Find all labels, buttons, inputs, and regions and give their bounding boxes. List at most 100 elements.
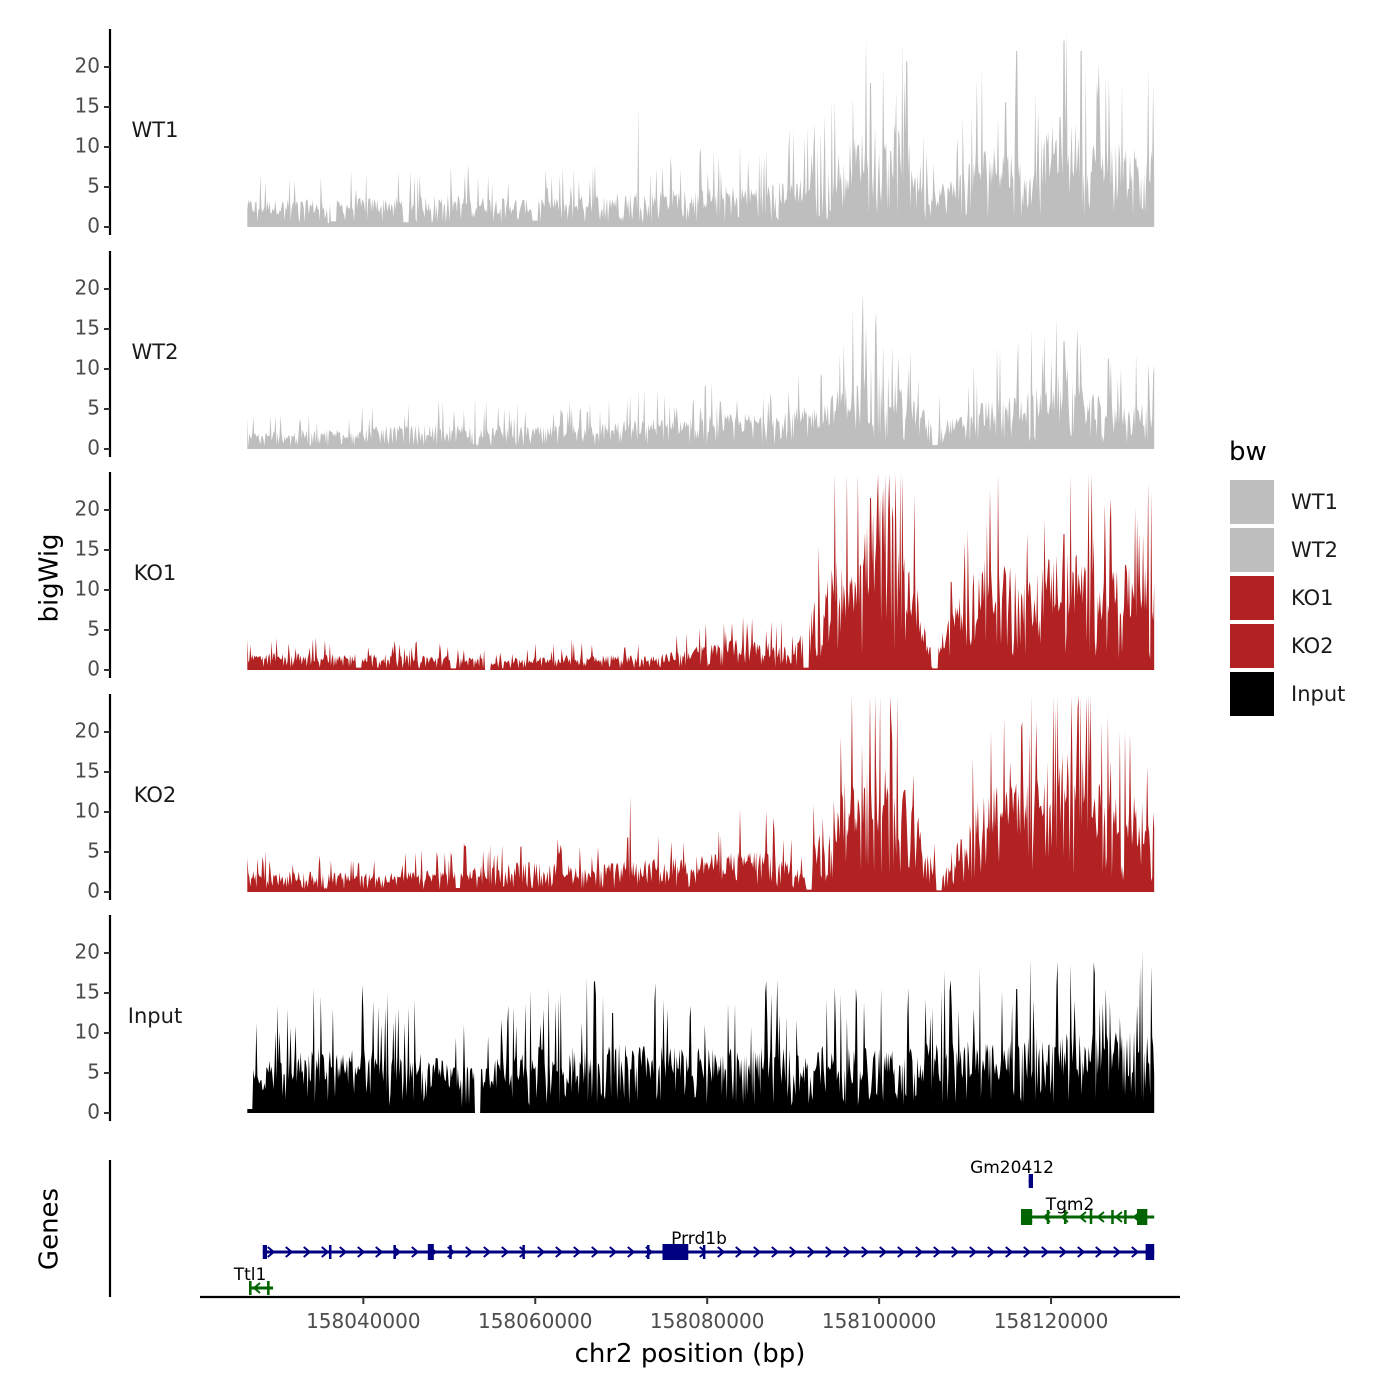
strand-arrow <box>591 1246 600 1258</box>
legend-item-input: Input <box>1230 672 1345 716</box>
track-label-ko1: KO1 <box>134 561 177 585</box>
y-tick-label: 10 <box>75 356 100 380</box>
strand-arrow <box>825 1246 834 1258</box>
y-tick-label: 5 <box>87 617 100 641</box>
gene-label-ttl1: Ttl1 <box>233 1265 267 1285</box>
strand-arrow <box>267 1246 276 1258</box>
track-label-wt2: WT2 <box>132 340 179 364</box>
strand-arrow <box>339 1246 348 1258</box>
y-axis-title: bigWig <box>35 533 65 622</box>
strand-arrow <box>987 1246 996 1258</box>
legend-item-wt2: WT2 <box>1230 528 1338 572</box>
strand-arrow <box>771 1246 780 1258</box>
strand-arrow <box>465 1246 474 1258</box>
signal-area-wt1 <box>247 31 1155 227</box>
strand-arrow <box>879 1246 888 1258</box>
legend-key-wt2 <box>1230 528 1274 572</box>
exon <box>1145 1244 1155 1260</box>
strand-arrow <box>897 1246 906 1258</box>
y-tick-label: 0 <box>87 879 100 903</box>
y-tick-label: 0 <box>87 657 100 681</box>
y-tick-label: 5 <box>87 174 100 198</box>
exon <box>1046 1210 1050 1224</box>
y-tick-label: 20 <box>75 940 100 964</box>
signal-tracks: 0 5 10 15 20 WT1 0 5 10 15 20 WT2 0 5 10 15 20 KO1 0 5 10 15 2… <box>75 29 1155 1124</box>
exon <box>267 1281 270 1295</box>
y-tick-label: 15 <box>75 316 100 340</box>
strand-arrow <box>411 1246 420 1258</box>
exon <box>702 1245 706 1259</box>
track-label-ko2: KO2 <box>134 783 177 807</box>
y-tick-label: 15 <box>75 980 100 1004</box>
strand-arrow <box>1113 1246 1122 1258</box>
strand-arrow <box>285 1246 294 1258</box>
strand-arrow <box>789 1246 798 1258</box>
strand-arrow <box>969 1246 978 1258</box>
exon <box>1124 1210 1127 1224</box>
gene-label-prrd1b: Prrd1b <box>671 1229 727 1249</box>
legend-key-input <box>1230 672 1274 716</box>
legend: bw WT1 WT2 KO1 KO2 Input <box>1229 437 1345 716</box>
strand-arrow <box>357 1246 366 1258</box>
strand-arrow <box>573 1246 582 1258</box>
exon <box>262 1245 268 1259</box>
exon <box>449 1245 452 1259</box>
track-panel-wt1: 0 5 10 15 20 WT1 <box>75 29 1155 238</box>
exon <box>328 1245 332 1259</box>
signal-area-wt2 <box>247 293 1155 449</box>
strand-arrow <box>951 1246 960 1258</box>
legend-item-ko2: KO2 <box>1230 624 1334 668</box>
gene-prrd1b: Prrd1b <box>262 1229 1155 1260</box>
y-tick-label: 20 <box>75 497 100 521</box>
strand-arrow <box>1005 1246 1014 1258</box>
y-tick-label: 5 <box>87 839 100 863</box>
strand-arrow <box>843 1246 852 1258</box>
legend-item-ko1: KO1 <box>1230 576 1334 620</box>
legend-label-input: Input <box>1291 682 1345 706</box>
y-tick-label: 10 <box>75 577 100 601</box>
strand-arrow <box>252 1282 261 1294</box>
strand-arrow <box>303 1246 312 1258</box>
gene-label-tgm2: Tgm2 <box>1045 1195 1095 1215</box>
track-panel-ko2: 0 5 10 15 20 KO2 <box>75 694 1155 903</box>
track-panel-input: 0 5 10 15 20 Input <box>75 915 1155 1124</box>
exon <box>662 1244 689 1260</box>
y-tick-label: 0 <box>87 1100 100 1124</box>
legend-label-wt2: WT2 <box>1291 538 1338 562</box>
y-tick-label: 15 <box>75 759 100 783</box>
y-tick-label: 10 <box>75 1020 100 1044</box>
signal-area-ko2 <box>247 696 1155 892</box>
exon <box>1089 1210 1093 1224</box>
strand-arrow <box>483 1246 492 1258</box>
gene-tgm2: Tgm2 <box>1020 1195 1155 1225</box>
legend-key-ko2 <box>1230 624 1274 668</box>
exon <box>249 1281 252 1295</box>
exon <box>647 1245 650 1259</box>
strand-arrow <box>609 1246 618 1258</box>
exon <box>1028 1174 1033 1188</box>
strand-arrow <box>1114 1211 1123 1223</box>
legend-key-wt1 <box>1230 480 1274 524</box>
legend-item-wt1: WT1 <box>1230 480 1338 524</box>
legend-key-ko1 <box>1230 576 1274 620</box>
y-tick-label: 20 <box>75 276 100 300</box>
strand-arrow <box>1023 1246 1032 1258</box>
x-tick-label: 158040000 <box>306 1309 421 1333</box>
exon <box>427 1244 434 1260</box>
strand-arrow <box>555 1246 564 1258</box>
gene-label-gm20412: Gm20412 <box>970 1158 1054 1178</box>
strand-arrow <box>1096 1211 1105 1223</box>
exon <box>393 1245 396 1259</box>
x-axis: 158040000 158060000 158080000 158100000 1581… <box>200 1295 1180 1333</box>
strand-arrow <box>1041 1246 1050 1258</box>
y-tick-label: 15 <box>75 94 100 118</box>
track-panel-ko1: 0 5 10 15 20 KO1 <box>75 472 1155 681</box>
legend-title: bw <box>1229 437 1267 467</box>
strand-arrow <box>1077 1246 1086 1258</box>
strand-arrow <box>933 1246 942 1258</box>
x-axis-title: chr2 position (bp) <box>575 1339 806 1369</box>
gene-gm20412: Gm20412 <box>970 1158 1054 1188</box>
x-tick-label: 158100000 <box>822 1309 937 1333</box>
strand-arrow <box>519 1246 528 1258</box>
